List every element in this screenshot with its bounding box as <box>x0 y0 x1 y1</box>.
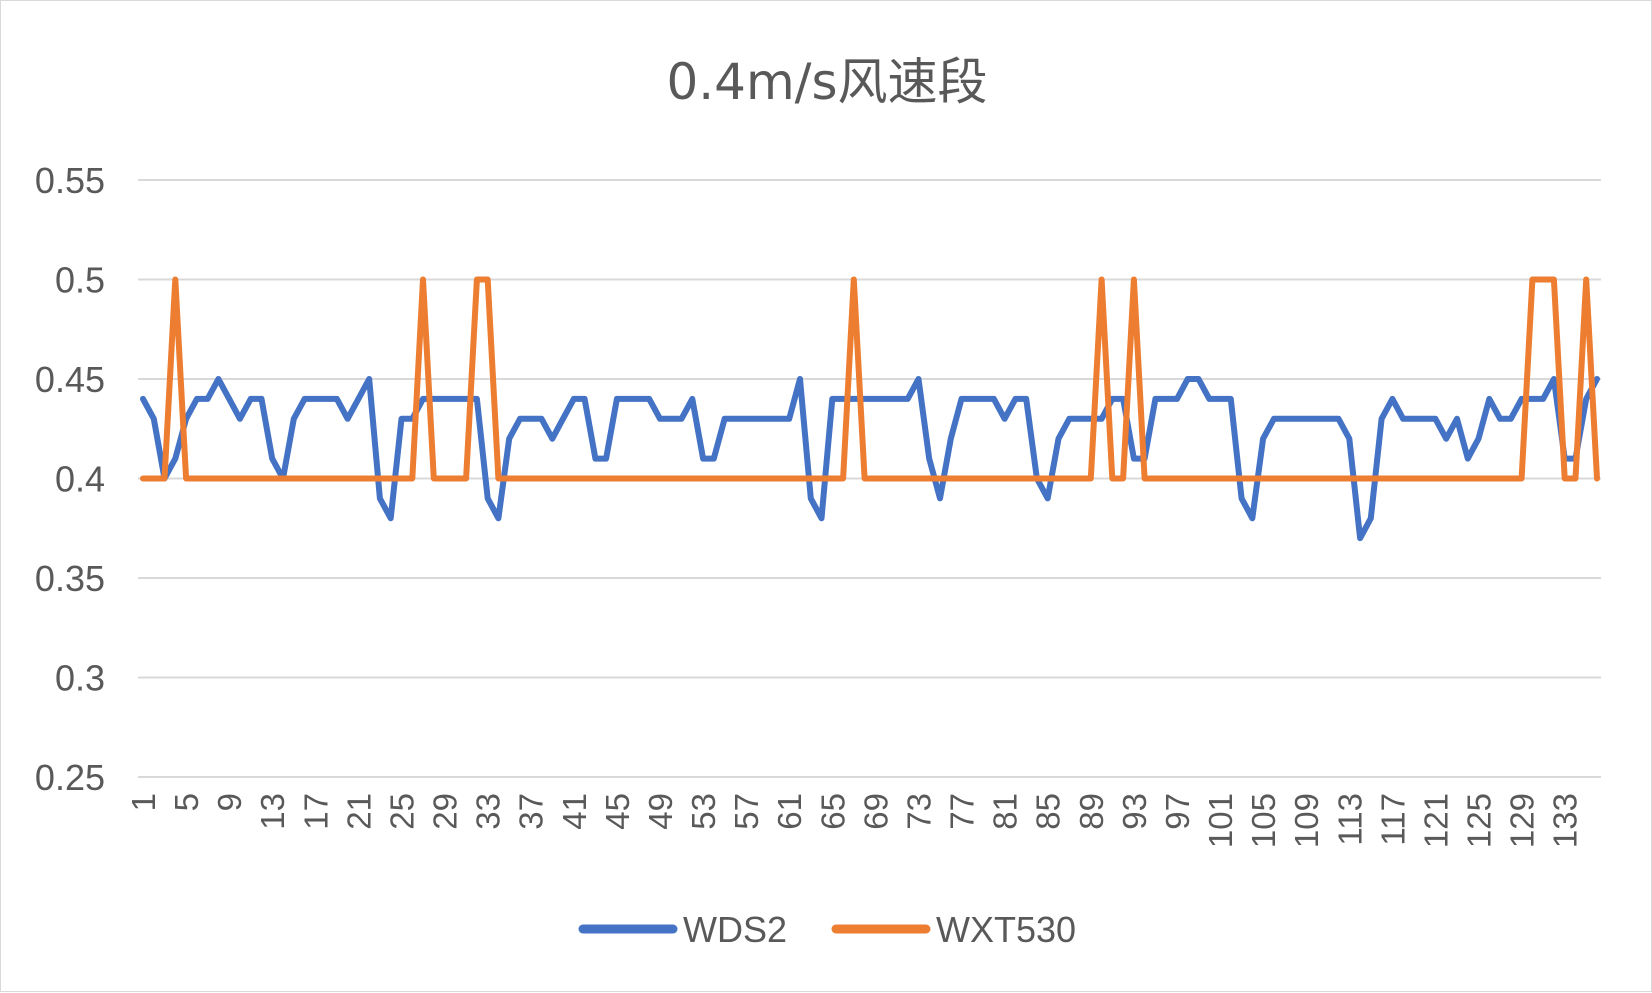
x-tick-label: 41 <box>556 793 593 830</box>
x-tick-label: 13 <box>254 793 291 830</box>
x-tick-label: 29 <box>427 793 464 830</box>
x-tick-label: 53 <box>685 793 722 830</box>
y-axis-ticks: 0.25 0.3 0.35 0.4 0.45 0.5 0.55 <box>35 160 105 798</box>
x-tick-label: 85 <box>1030 793 1067 830</box>
x-tick-label: 49 <box>642 793 679 830</box>
x-tick-label: 37 <box>513 793 550 830</box>
x-tick-label: 97 <box>1159 793 1196 830</box>
x-tick-label: 113 <box>1331 793 1368 846</box>
y-tick-label: 0.3 <box>55 658 105 699</box>
x-tick-label: 129 <box>1504 793 1541 848</box>
y-tick-label: 0.5 <box>55 260 105 301</box>
x-axis-ticks: 1 5 9 13 17 21 25 29 33 37 41 45 49 53 57 61 65 69 73 77 81 8… <box>125 793 1584 848</box>
x-tick-label: 117 <box>1374 793 1411 846</box>
x-tick-label: 21 <box>340 793 377 830</box>
x-tick-label: 121 <box>1417 793 1454 848</box>
x-tick-label: 1 <box>125 793 162 811</box>
x-tick-label: 133 <box>1547 793 1584 848</box>
series-lines <box>140 276 1600 542</box>
y-tick-label: 0.35 <box>35 558 105 599</box>
x-tick-label: 105 <box>1245 793 1282 848</box>
x-tick-label: 89 <box>1073 793 1110 830</box>
x-tick-label: 33 <box>470 793 507 830</box>
x-tick-label: 125 <box>1461 793 1498 848</box>
x-tick-label: 65 <box>814 793 851 830</box>
x-tick-label: 57 <box>728 793 765 830</box>
y-tick-label: 0.4 <box>55 459 105 500</box>
x-tick-label: 5 <box>168 793 205 811</box>
x-tick-label: 77 <box>944 793 981 830</box>
series-line-wxt530 <box>140 276 1600 482</box>
x-tick-label: 9 <box>211 793 248 811</box>
y-tick-label: 0.45 <box>35 359 105 400</box>
x-tick-label: 73 <box>900 793 937 830</box>
x-tick-label: 17 <box>297 793 334 830</box>
legend-label-wds2: WDS2 <box>683 909 787 950</box>
x-tick-label: 81 <box>987 793 1024 830</box>
chart-title: 0.4m/s风速段 <box>666 53 987 111</box>
x-tick-label: 109 <box>1288 793 1325 848</box>
y-tick-label: 0.25 <box>35 757 105 798</box>
x-tick-label: 69 <box>857 793 894 830</box>
x-tick-label: 61 <box>771 793 808 830</box>
y-tick-label: 0.55 <box>35 160 105 201</box>
legend: WDS2 WXT530 <box>578 909 1076 950</box>
x-tick-label: 45 <box>599 793 636 830</box>
x-tick-label: 93 <box>1116 793 1153 830</box>
series-line-wds2 <box>140 376 1600 542</box>
x-tick-label: 25 <box>383 793 420 830</box>
legend-label-wxt530: WXT530 <box>936 909 1076 950</box>
x-tick-label: 101 <box>1202 793 1239 848</box>
